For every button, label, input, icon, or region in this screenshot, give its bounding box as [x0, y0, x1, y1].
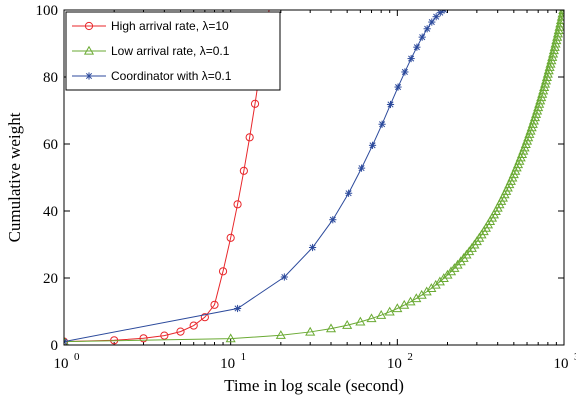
series-3-point	[428, 18, 436, 26]
series-1-point	[200, 313, 209, 322]
star-stroke	[345, 190, 352, 197]
star-stroke	[395, 83, 402, 91]
x-tick-label-base: 10	[54, 356, 69, 372]
x-tick-label-base: 10	[387, 356, 402, 372]
x-tick-label: 10 3	[554, 351, 576, 372]
legend-marker	[84, 21, 94, 31]
star-stroke	[408, 55, 415, 62]
series-2-point	[342, 320, 353, 329]
series-3-point	[386, 100, 395, 109]
y-tick-label: 0	[51, 338, 59, 354]
plot-frame	[63, 9, 565, 346]
legend-entry: Low arrival rate, λ=0.1	[72, 44, 230, 58]
star-stroke	[401, 68, 408, 76]
series-1-point	[233, 200, 242, 209]
series-3-point	[423, 25, 431, 33]
legend-entry: Coordinator with λ=0.1	[72, 69, 232, 83]
series-1-point	[218, 267, 228, 276]
series-2-point	[392, 303, 403, 313]
x-tick-label: 10 1	[220, 351, 246, 372]
series-3-point	[394, 83, 402, 91]
x-axis-label: Time in log scale (second)	[224, 376, 404, 395]
series-3-point	[407, 54, 415, 63]
series-3-point	[418, 33, 426, 41]
series-3-point	[401, 68, 409, 76]
star-stroke	[64, 338, 68, 343]
legend-marker	[83, 45, 95, 55]
x-tick-label: 10 2	[387, 351, 413, 372]
legend: High arrival rate, λ=10 Low arrival rate,…	[65, 11, 281, 91]
legend-entry: High arrival rate, λ=10	[72, 19, 229, 33]
star-stroke	[387, 101, 394, 108]
y-axis-ticks: 0 20 40 60 80 100	[36, 3, 564, 354]
legend-label: High arrival rate, λ=10	[111, 19, 229, 33]
x-tick-label-base: 10	[220, 356, 235, 372]
star-stroke	[443, 10, 448, 14]
star-stroke	[64, 340, 68, 345]
legend-marker	[85, 72, 93, 80]
x-tick-label-base: 10	[554, 356, 569, 372]
series-2-point	[275, 330, 286, 339]
series-1-point	[139, 334, 148, 343]
star-stroke	[413, 44, 420, 51]
star-stroke	[424, 25, 431, 32]
series-3-point	[64, 338, 68, 345]
series-3-point	[280, 273, 288, 281]
x-tick-label: 10 0	[54, 351, 81, 372]
star-stroke	[437, 10, 444, 16]
series-3-point	[378, 120, 386, 128]
star-stroke	[85, 72, 93, 80]
series-1-point	[250, 99, 260, 108]
star-stroke	[419, 34, 426, 41]
y-tick-label: 80	[43, 70, 58, 86]
series-2-point	[558, 10, 564, 11]
star-stroke	[428, 19, 435, 26]
y-tick-label: 100	[36, 3, 59, 19]
x-tick-label-exponent: 0	[74, 351, 80, 363]
series-3-point	[357, 164, 366, 172]
x-tick-label-exponent: 2	[407, 351, 413, 363]
series-2-point	[355, 316, 366, 326]
series-2	[64, 10, 564, 345]
series-3-point	[344, 189, 353, 197]
series-2-point	[558, 10, 564, 14]
series-2-point	[384, 306, 395, 316]
series-1-point	[245, 133, 254, 142]
series-3-point	[233, 304, 242, 313]
series-1-point	[239, 166, 248, 175]
series-2-point	[325, 323, 337, 333]
series-1-point	[226, 233, 235, 242]
star-stroke	[234, 305, 241, 312]
y-tick-label: 20	[43, 271, 58, 287]
star-stroke	[369, 142, 376, 149]
series-2-point	[366, 313, 377, 323]
series-3-point	[308, 243, 317, 252]
series-2-point	[305, 326, 316, 336]
star-stroke	[441, 10, 445, 14]
star-stroke	[281, 273, 288, 281]
star-stroke	[358, 165, 365, 172]
series-3-point	[368, 141, 377, 149]
legend-label: Low arrival rate, λ=0.1	[111, 44, 230, 58]
series-1-line	[64, 10, 270, 343]
series-1-point	[189, 321, 198, 330]
legend-label: Coordinator with λ=0.1	[111, 69, 232, 83]
y-tick-label: 40	[43, 204, 58, 220]
star-stroke	[379, 121, 386, 128]
series-1-point	[176, 327, 185, 336]
series-3-point	[413, 43, 421, 51]
series-3-point	[329, 216, 337, 224]
star-stroke	[329, 216, 336, 223]
star-stroke	[309, 244, 316, 251]
series-1-point	[160, 331, 169, 340]
y-axis-label: Cumulative weight	[5, 112, 24, 242]
series-1-point	[210, 300, 219, 309]
x-tick-label-exponent: 1	[241, 351, 247, 363]
series-2-point	[376, 309, 387, 319]
series-2-point	[225, 333, 236, 343]
y-tick-label: 60	[43, 137, 58, 153]
x-tick-label-exponent: 3	[574, 351, 576, 363]
